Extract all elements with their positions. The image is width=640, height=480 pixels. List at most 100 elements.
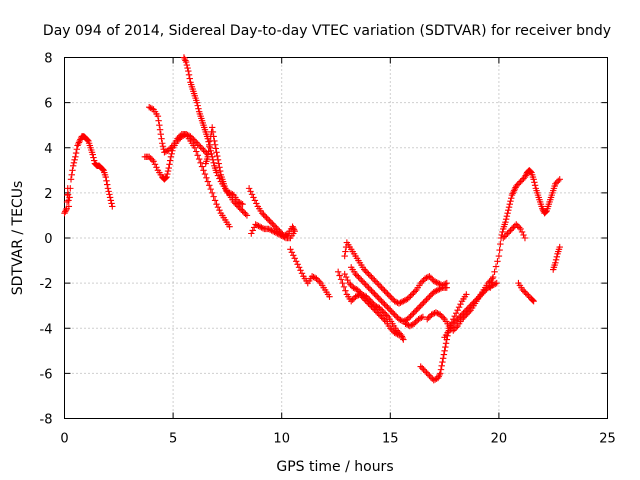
data-point (450, 320, 457, 327)
data-point (207, 185, 214, 193)
data-point (520, 231, 527, 239)
y-tick-label: 6 (44, 97, 52, 112)
data-point (154, 112, 162, 120)
data-point (431, 278, 439, 285)
data-point (427, 373, 435, 381)
data-point (237, 206, 245, 213)
data-point (153, 164, 160, 171)
data-point (197, 159, 204, 166)
data-point (274, 230, 281, 237)
data-point (290, 252, 297, 259)
data-point (105, 188, 112, 195)
data-point (166, 161, 173, 168)
data-point (213, 149, 220, 156)
data-point (208, 189, 216, 197)
data-point (182, 57, 189, 64)
data-point (372, 291, 380, 299)
data-point (358, 291, 366, 298)
data-point (468, 300, 476, 308)
data-point (434, 279, 442, 287)
series-arc9 (341, 270, 407, 343)
data-point (418, 300, 426, 308)
data-point (371, 302, 379, 309)
data-point (378, 297, 385, 305)
data-point (460, 310, 467, 317)
data-point (398, 333, 406, 340)
data-point (442, 343, 449, 351)
series-arc5 (202, 124, 246, 208)
data-point (451, 313, 458, 320)
data-point (392, 313, 400, 320)
data-point (76, 137, 83, 145)
data-point (436, 285, 443, 293)
data-point (384, 290, 391, 297)
data-point (424, 273, 432, 281)
data-point (161, 175, 169, 182)
data-point (334, 268, 342, 276)
data-point (214, 152, 221, 160)
data-point (431, 376, 439, 383)
data-point (421, 367, 429, 375)
data-point (384, 303, 391, 311)
data-point (156, 121, 163, 129)
data-point (200, 146, 207, 154)
data-point (270, 222, 277, 229)
data-point (381, 316, 388, 324)
data-point (440, 351, 448, 358)
data-point (489, 275, 496, 282)
x-tick-labels: 0 5 10 15 20 25 (60, 432, 615, 447)
data-point (379, 285, 387, 293)
data-point (183, 61, 191, 69)
data-point (369, 288, 377, 296)
data-point (380, 309, 387, 316)
data-point (542, 209, 549, 216)
data-point (487, 282, 495, 290)
y-tick-labels: -8 -6 -4 -2 0 2 4 6 8 (40, 52, 53, 428)
data-point (181, 55, 188, 63)
data-point (352, 270, 359, 278)
data-point (457, 313, 464, 320)
data-point (509, 190, 516, 197)
data-point (452, 317, 460, 324)
data-point (420, 366, 427, 373)
data-point (437, 311, 444, 318)
data-point (418, 314, 425, 321)
data-point (75, 140, 82, 148)
y-tick-label: -4 (40, 322, 53, 337)
data-point (477, 291, 484, 299)
data-point (473, 296, 480, 303)
data-point (342, 273, 350, 281)
data-point (376, 312, 384, 319)
data-point (489, 273, 497, 281)
series-arc19 (550, 243, 563, 273)
data-point (314, 276, 322, 284)
data-point (277, 231, 284, 239)
data-point (518, 176, 526, 184)
data-point (400, 336, 407, 343)
data-point (531, 182, 539, 189)
data-point (99, 166, 107, 173)
data-point (508, 225, 516, 233)
data-point (486, 283, 493, 291)
data-point (298, 270, 306, 277)
data-point (414, 305, 422, 312)
data-point (63, 198, 71, 206)
data-point (282, 234, 290, 242)
data-point (297, 267, 304, 274)
data-point (452, 310, 460, 317)
data-point (423, 296, 430, 303)
x-tick-label: 20 (491, 432, 508, 447)
data-point (416, 315, 424, 322)
data-point (167, 153, 175, 160)
data-point (148, 105, 156, 112)
data-point (148, 156, 156, 163)
data-point (397, 316, 404, 324)
data-point (157, 131, 164, 138)
data-point (379, 307, 386, 315)
series-arc16 (487, 167, 563, 291)
data-point (211, 137, 218, 145)
data-point (542, 208, 550, 215)
data-point (184, 64, 191, 72)
data-point (479, 290, 486, 297)
data-point (248, 230, 255, 237)
